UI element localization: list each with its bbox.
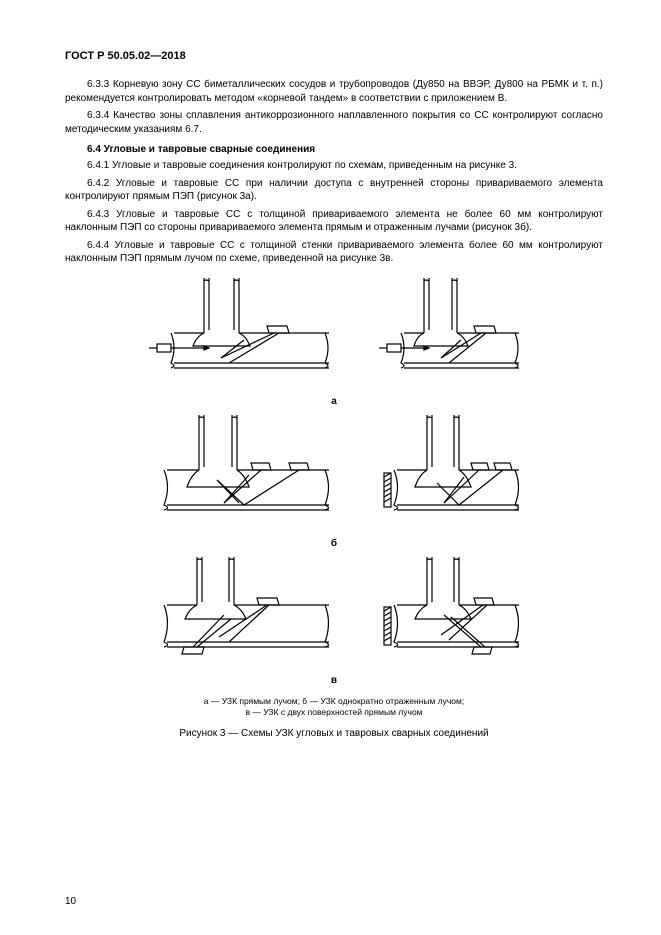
diagram-v-left [149, 557, 329, 667]
paragraph-633: 6.3.3 Корневую зону СС биметаллических с… [65, 78, 603, 105]
diagram-v-right [379, 557, 519, 667]
legend-line-1: а — УЗК прямым лучом; б — УЗК однократно… [65, 696, 603, 707]
figure-label-a: а [65, 396, 603, 407]
figure-row-b [65, 415, 603, 530]
figure-legend: а — УЗК прямым лучом; б — УЗК однократно… [65, 696, 603, 719]
diagram-b-right [379, 415, 519, 530]
paragraph-643: 6.4.3 Угловые и тавровые СС с толщиной п… [65, 208, 603, 235]
legend-line-2: в — УЗК с двух поверхностей прямым лучом [65, 707, 603, 718]
diagram-b-left [149, 415, 329, 530]
heading-64: 6.4 Угловые и тавровые сварные соединени… [65, 144, 603, 155]
document-header: ГОСТ Р 50.05.02—2018 [65, 50, 603, 62]
figure-label-b: б [65, 538, 603, 549]
page-number: 10 [65, 896, 76, 907]
paragraph-634: 6.3.4 Качество зоны сплавления антикорро… [65, 109, 603, 136]
paragraph-644: 6.4.4 Угловые и тавровые СС с толщиной с… [65, 239, 603, 266]
figure-row-a [65, 278, 603, 388]
paragraph-641: 6.4.1 Угловые и тавровые соединения конт… [65, 159, 603, 173]
diagram-a-left [149, 278, 329, 388]
diagram-a-right [379, 278, 519, 388]
page-container: ГОСТ Р 50.05.02—2018 6.3.3 Корневую зону… [0, 0, 661, 935]
figure-caption: Рисунок 3 — Схемы УЗК угловых и тавровых… [65, 728, 603, 739]
figure-block: а [65, 278, 603, 740]
figure-label-v: в [65, 675, 603, 686]
figure-row-v [65, 557, 603, 667]
paragraph-642: 6.4.2 Угловые и тавровые СС при наличии … [65, 177, 603, 204]
